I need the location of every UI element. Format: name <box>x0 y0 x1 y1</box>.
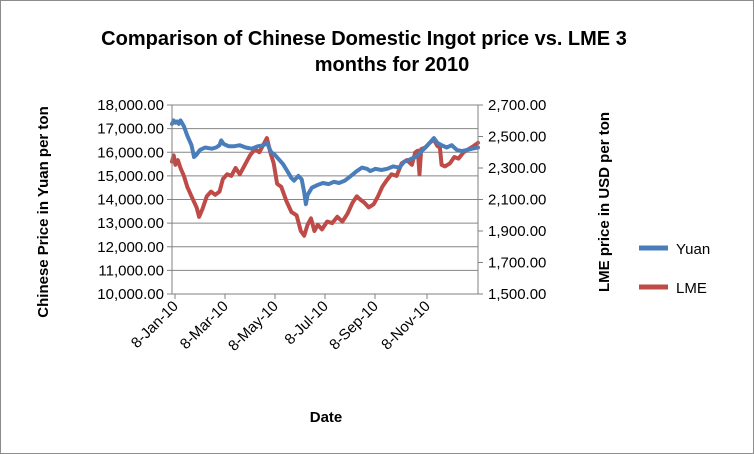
left-tick-label: 17,000.00 <box>97 121 164 138</box>
left-axis-title: Chinese Price in Yuan per ton <box>35 106 52 317</box>
right-axis-title: LME price in USD per ton <box>596 112 613 292</box>
right-tick-label: 2,500.00 <box>488 129 546 146</box>
legend-label-yuan: Yuan <box>676 241 710 258</box>
left-tick-label: 14,000.00 <box>97 192 164 209</box>
gridlines <box>172 104 478 271</box>
x-tick-label: 8-Mar-10 <box>177 298 232 353</box>
x-axis-title: Date <box>310 409 343 426</box>
series-lines <box>170 118 480 238</box>
left-tick-label: 18,000.00 <box>97 97 164 114</box>
left-tick-label: 10,000.00 <box>97 286 164 303</box>
right-tick-label: 1,700.00 <box>488 255 546 272</box>
x-tick-label: 8-May-10 <box>225 298 282 355</box>
left-tick-label: 11,000.00 <box>98 262 164 279</box>
right-axis-ticks: 1,500.00 1,700.00 1,900.00 2,100.00 2,300.00… <box>478 97 546 303</box>
right-tick-label: 1,500.00 <box>488 286 546 303</box>
right-tick-label: 2,300.00 <box>488 160 546 177</box>
chart-title-line2: months for 2010 <box>315 54 469 76</box>
left-tick-label: 15,000.00 <box>97 168 164 185</box>
right-tick-label: 1,900.00 <box>488 223 546 240</box>
right-tick-label: 2,700.00 <box>488 97 546 114</box>
left-axis-ticks: 10,000.00 11,000.00 12,000.00 13,000.00 14,0… <box>97 97 172 303</box>
legend: Yuan LME <box>639 241 710 297</box>
series-line-yuan <box>170 118 480 207</box>
right-tick-label: 2,100.00 <box>488 192 546 209</box>
legend-label-lme: LME <box>676 280 707 297</box>
left-tick-label: 12,000.00 <box>97 239 164 256</box>
x-tick-label: 8-Jul-10 <box>281 298 331 348</box>
chart-title-line1: Comparison of Chinese Domestic Ingot pri… <box>101 28 627 50</box>
x-tick-label: 8-Sep-10 <box>326 298 382 354</box>
x-tick-label: 8-Jan-10 <box>128 298 182 352</box>
x-tick-label: 8-Nov-10 <box>378 298 434 354</box>
x-axis-ticks: 8-Jan-108-Mar-108-May-10 8-Jul-108-Sep-10… <box>128 294 434 355</box>
left-tick-label: 16,000.00 <box>97 144 164 161</box>
left-tick-label: 13,000.00 <box>97 215 164 232</box>
